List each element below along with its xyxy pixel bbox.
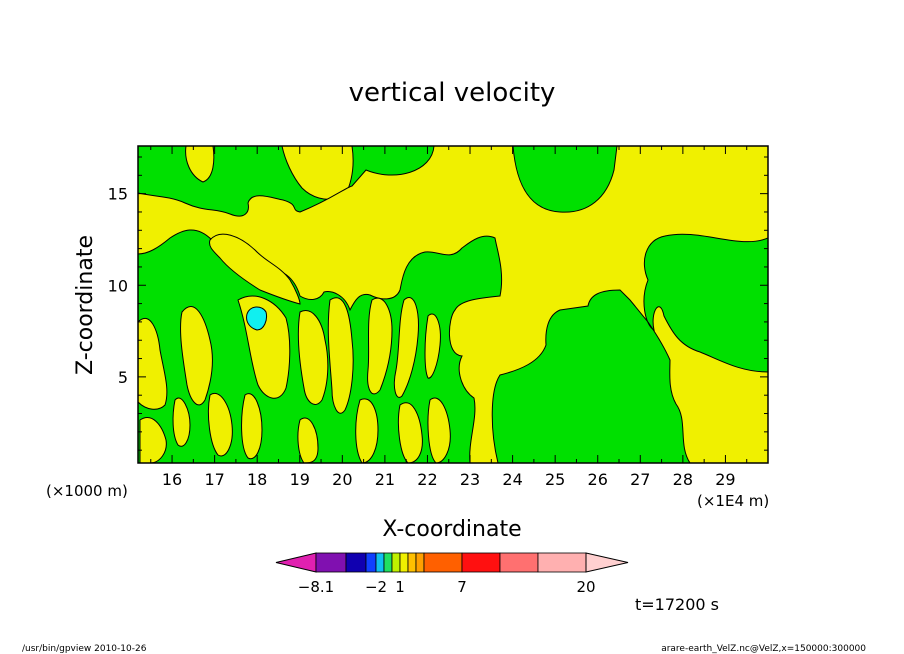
contour-region-positive [397,402,423,463]
contour-region-positive [207,392,233,457]
colorbar-label: −2 [365,578,387,596]
colorbar-label: −8.1 [298,578,334,596]
colorbar-label: 20 [576,578,595,596]
contour-region-positive [427,397,451,463]
y-tick-label: 5 [118,368,128,387]
time-label: t=17200 s [635,595,719,614]
contour-region-positive [355,398,379,463]
colorbar-segment [461,552,501,573]
colorbar-segment [399,552,409,573]
x-tick-label: 24 [502,470,522,489]
colorbar-segment [345,552,367,573]
colorbar-segment [383,552,393,573]
footer-left: /usr/bin/gpview 2010-10-26 [22,644,147,654]
x-tick-label: 28 [673,470,693,489]
y-tick-label: 15 [108,185,128,204]
colorbar-label: 7 [457,578,467,596]
x-unit-left: (×1000 m) [46,482,128,500]
x-tick-label: 17 [204,470,224,489]
contour-region-positive [281,146,354,200]
x-tick-label: 27 [630,470,650,489]
x-tick-label: 21 [375,470,395,489]
colorbar-segment [365,552,377,573]
x-tick-label: 20 [332,470,352,489]
y-axis-ticks: 5 10 15 [108,156,768,451]
x-tick-label: 18 [247,470,267,489]
x-tick-label: 26 [588,470,608,489]
colorbar-label: 1 [395,578,405,596]
contour-region-negative [246,306,267,331]
colorbar-segment [375,552,385,573]
colorbar-segment [499,552,539,573]
x-axis-label: X-coordinate [382,517,521,542]
contour-region-positive [138,146,768,463]
contour-region-positive [172,397,191,447]
x-unit-right: (×1E4 m) [697,492,769,510]
x-tick-label: 22 [417,470,437,489]
contour-region-positive [367,297,393,395]
x-tick-label: 29 [715,470,735,489]
y-tick-label: 10 [108,276,128,295]
contour-region-positive [185,146,215,183]
colorbar-segment [423,552,463,573]
x-tick-label: 19 [290,470,310,489]
contour-region-positive [297,417,319,463]
colorbar-segment [537,552,587,573]
contour-region-positive [138,318,168,410]
chart-title: vertical velocity [349,78,556,108]
x-axis-ticks: 16 17 18 19 20 21 22 23 24 25 26 27 28 29 [150,146,748,489]
contour-region-positive [180,306,213,406]
contour-region-positive [424,313,441,379]
x-tick-label: 16 [162,470,182,489]
y-axis-label: Z-coordinate [73,235,98,375]
contour-region-positive [297,310,329,405]
contour-field [138,146,768,463]
plot-frame [137,145,769,464]
x-tick-label: 25 [545,470,565,489]
footer-right: arare-earth_VelZ.nc@VelZ,x=150000:300000 [661,644,866,654]
contour-region-positive [393,297,419,398]
contour-region-positive [241,393,263,460]
colorbar-labels: −8.1 −2 1 7 20 [298,578,596,596]
x-tick-label: 23 [460,470,480,489]
contour-region-positive [209,233,301,305]
contour-region-positive [327,297,354,414]
colorbar-lower-extension [275,552,317,573]
colorbar [275,552,629,573]
colorbar-segment [391,552,401,573]
colorbar-segment [415,552,425,573]
colorbar-segment [315,552,347,573]
colorbar-upper-extension [585,552,629,573]
plot-area: 16 17 18 19 20 21 22 23 24 25 26 27 28 29 5 10 15 [108,145,769,489]
colorbar-segment [407,552,417,573]
